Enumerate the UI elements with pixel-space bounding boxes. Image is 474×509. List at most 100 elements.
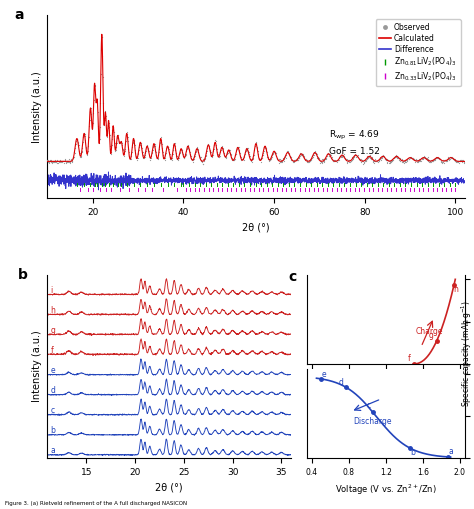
Point: [384, 156, 392, 164]
Point: [351, 151, 358, 159]
Point: [122, 140, 129, 148]
Point: [199, 155, 207, 163]
Point: [424, 153, 432, 161]
Point: [221, 153, 228, 161]
Point: [131, 146, 139, 154]
Point: [55, 157, 63, 165]
Point: [271, 148, 279, 156]
Point: [245, 148, 252, 156]
Point: [392, 153, 400, 161]
Point: [451, 155, 458, 163]
Point: [190, 156, 197, 164]
Point: [207, 148, 214, 156]
Point: [47, 158, 55, 166]
Point: [100, 116, 108, 124]
Point: [382, 154, 389, 162]
Point: [138, 144, 146, 152]
Point: [400, 157, 407, 165]
Point: [259, 151, 266, 159]
Point: [65, 157, 73, 165]
Point: [104, 129, 111, 137]
Point: [98, 33, 105, 41]
Point: [300, 153, 308, 161]
Point: [429, 157, 437, 165]
Point: [420, 153, 428, 161]
Point: [247, 156, 255, 164]
Point: [269, 150, 276, 158]
Point: [86, 116, 93, 124]
Point: [274, 156, 282, 164]
Point: [153, 154, 161, 162]
Point: [354, 152, 361, 160]
Point: [362, 156, 370, 164]
Point: [453, 157, 461, 165]
Point: [360, 158, 367, 166]
Point: [450, 156, 458, 164]
Point: [101, 116, 109, 124]
Point: [413, 156, 420, 164]
Point: [84, 147, 91, 155]
Point: [103, 133, 111, 141]
Point: [214, 150, 221, 158]
Point: [314, 153, 321, 161]
Point: [79, 144, 86, 152]
Point: [255, 154, 262, 162]
Point: [111, 143, 119, 151]
Point: [63, 157, 70, 165]
Point: [283, 148, 291, 156]
Point: [429, 157, 437, 165]
Point: [253, 143, 261, 151]
Point: [448, 154, 456, 162]
Point: [182, 151, 190, 159]
Point: [174, 154, 182, 162]
Point: [301, 156, 309, 164]
Point: [394, 154, 401, 162]
Point: [168, 154, 176, 162]
Point: [418, 155, 426, 163]
Text: g: g: [50, 326, 55, 335]
Point: [348, 153, 356, 161]
Point: [439, 158, 447, 166]
Point: [252, 140, 259, 148]
Point: [192, 147, 200, 155]
Point: [373, 157, 381, 165]
Point: [94, 99, 101, 107]
Point: [368, 154, 376, 162]
Point: [356, 156, 364, 164]
Point: [305, 157, 312, 165]
Point: [226, 146, 234, 154]
Point: [220, 151, 228, 159]
Point: [310, 149, 318, 157]
Point: [453, 157, 460, 165]
Point: [376, 155, 384, 163]
Point: [406, 154, 413, 162]
Point: [48, 158, 55, 166]
Point: [456, 157, 463, 165]
Point: [417, 156, 424, 164]
Point: [210, 145, 217, 153]
Point: [238, 155, 246, 163]
Point: [158, 140, 165, 148]
Point: [165, 148, 173, 156]
Point: [410, 155, 418, 163]
Point: [101, 107, 109, 115]
Point: [229, 155, 237, 163]
Point: [169, 150, 176, 158]
Point: [210, 145, 218, 153]
Text: b: b: [50, 426, 55, 435]
Point: [63, 158, 70, 166]
Point: [234, 143, 241, 151]
Point: [77, 153, 84, 161]
Text: Discharge: Discharge: [354, 417, 392, 426]
Point: [308, 154, 316, 162]
Point: [374, 156, 382, 164]
Point: [141, 151, 149, 159]
Point: [187, 152, 194, 160]
Point: [81, 132, 89, 140]
Point: [449, 153, 457, 161]
Point: [359, 157, 366, 165]
Point: [166, 150, 173, 158]
Point: [425, 155, 432, 163]
Point: [118, 139, 126, 147]
Point: [77, 152, 85, 160]
